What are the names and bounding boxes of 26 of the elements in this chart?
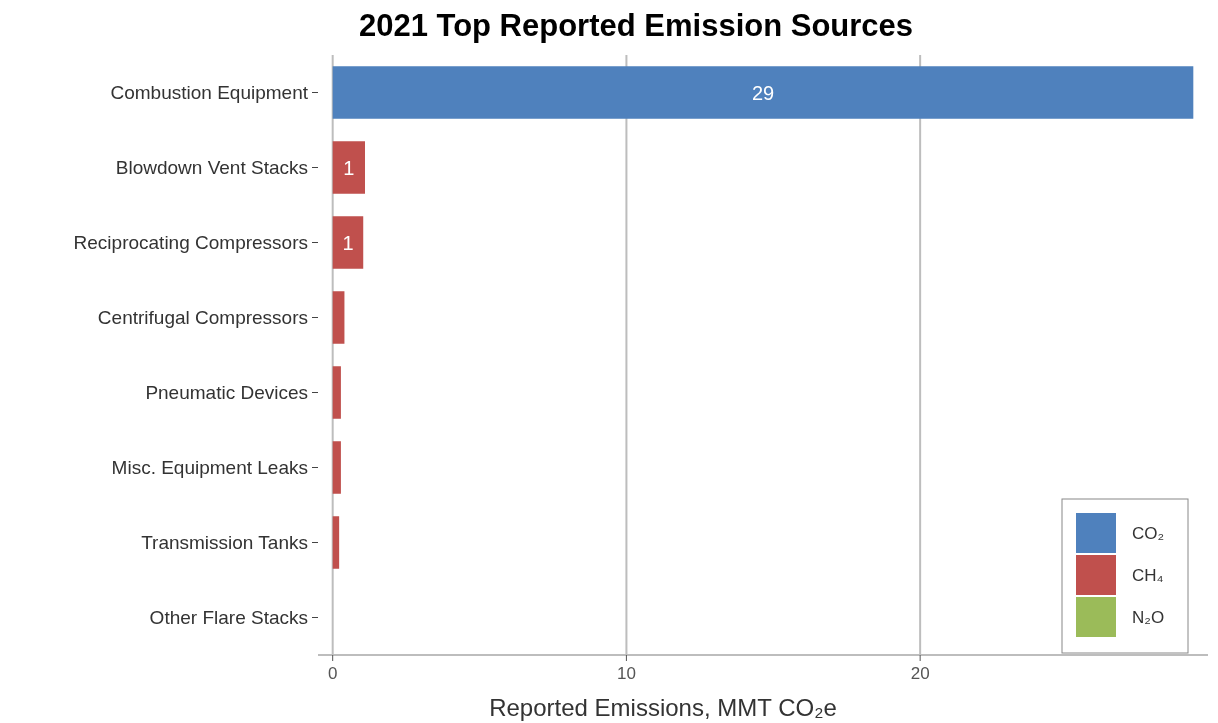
bar	[332, 516, 340, 569]
legend-label: CO₂	[1132, 523, 1165, 543]
y-tick-label: Centrifugal Compressors	[97, 307, 308, 329]
bar	[332, 66, 1194, 119]
y-tick-label: Reciprocating Compressors	[73, 232, 308, 254]
x-tick-label: 0	[327, 664, 338, 683]
bar	[332, 291, 345, 344]
y-tick-label: Transmission Tanks	[141, 532, 308, 554]
x-tick-label: 10	[616, 664, 636, 683]
bar	[332, 366, 341, 419]
legend-label: N₂O	[1132, 607, 1165, 627]
bar	[332, 216, 364, 269]
x-tick-label: 20	[910, 664, 930, 683]
bar	[332, 441, 341, 494]
chart-title: 2021 Top Reported Emission Sources	[358, 8, 914, 43]
y-tick-label: Blowdown Vent Stacks	[115, 157, 308, 179]
y-tick-label: Combustion Equipment	[110, 82, 309, 104]
data-label: 1	[343, 156, 355, 179]
legend-label: CH₄	[1132, 565, 1164, 585]
y-tick-label: Other Flare Stacks	[149, 607, 308, 629]
x-axis-title: Reported Emissions, MMT CO₂e	[489, 694, 837, 721]
y-tick-label: Misc. Equipment Leaks	[111, 457, 308, 479]
data-label: 1	[342, 231, 354, 254]
y-tick-label: Pneumatic Devices	[145, 382, 308, 404]
data-label: 29	[751, 81, 775, 104]
bar	[332, 141, 365, 194]
